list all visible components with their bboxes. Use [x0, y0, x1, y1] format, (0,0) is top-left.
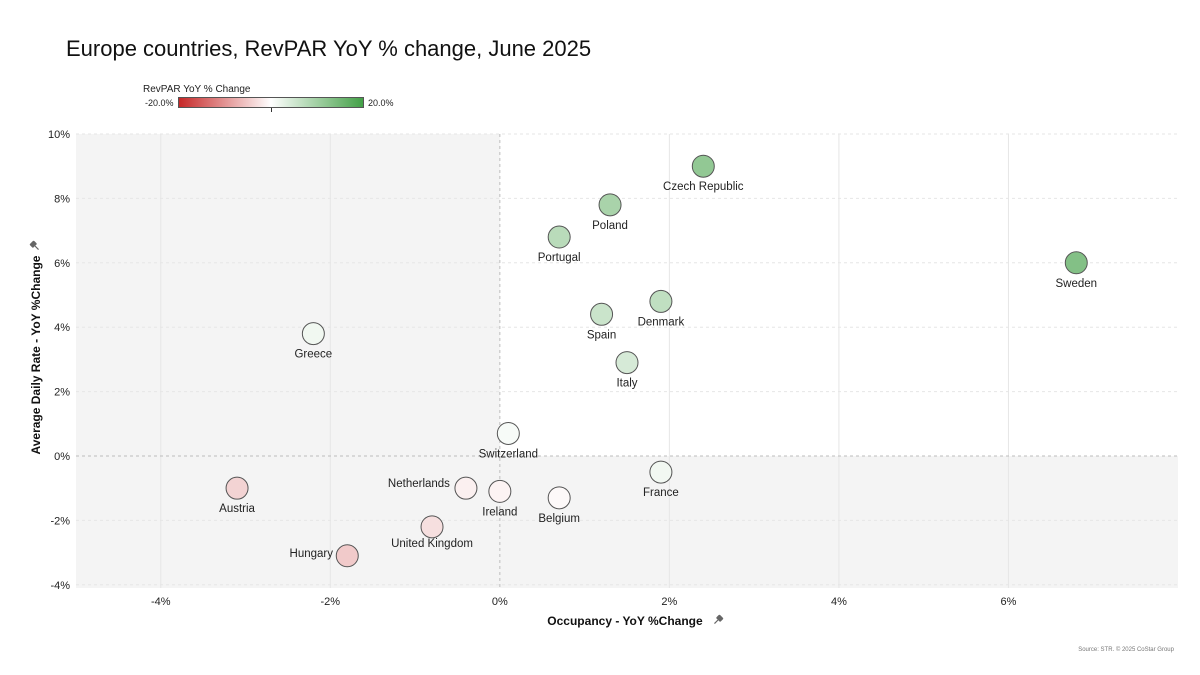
point-label: Hungary: [290, 548, 334, 560]
y-axis-title: Average Daily Rate - YoY %Change: [29, 255, 43, 454]
y-tick-label: -2%: [50, 515, 70, 527]
data-point[interactable]: [1064, 251, 1088, 275]
data-point[interactable]: [547, 225, 571, 249]
data-point[interactable]: [420, 515, 444, 539]
data-point[interactable]: [488, 479, 512, 503]
point-label: Netherlands: [388, 478, 450, 490]
x-tick-label: -2%: [321, 596, 341, 608]
y-axis-pin-icon[interactable]: [29, 240, 40, 251]
point-label: Greece: [294, 349, 332, 361]
point-label: Denmark: [638, 316, 685, 328]
y-tick-label: -4%: [50, 580, 70, 592]
source-note: Source: STR. © 2025 CoStar Group: [1078, 647, 1174, 653]
point-label: Sweden: [1055, 278, 1097, 290]
chart-title: Europe countries, RevPAR YoY % change, J…: [66, 36, 592, 61]
data-point[interactable]: [335, 544, 359, 568]
point-label: Switzerland: [479, 448, 538, 460]
point-label: France: [643, 487, 679, 499]
point-label: Czech Republic: [663, 181, 744, 193]
data-point[interactable]: [454, 476, 478, 500]
point-label: Portugal: [538, 252, 581, 264]
x-tick-label: -4%: [151, 596, 171, 608]
point-label: Ireland: [482, 506, 517, 518]
point-label: Spain: [587, 329, 616, 341]
x-tick-label: 2%: [661, 596, 677, 608]
point-label: Belgium: [538, 513, 580, 525]
y-tick-label: 8%: [54, 193, 70, 205]
legend-max-label: 20.0%: [368, 98, 394, 108]
data-point[interactable]: [691, 154, 715, 178]
legend-zero-tick: [271, 108, 272, 112]
y-tick-label: 0%: [54, 451, 70, 463]
quadrant-shade: [76, 134, 500, 456]
x-axis-pin-icon[interactable]: [712, 614, 724, 625]
data-point[interactable]: [547, 486, 571, 510]
y-tick-label: 10%: [48, 129, 70, 141]
data-point[interactable]: [496, 421, 520, 445]
data-point[interactable]: [615, 351, 639, 375]
data-point[interactable]: [590, 302, 614, 326]
point-label: Poland: [592, 220, 628, 232]
data-point[interactable]: [598, 193, 622, 217]
legend-gradient-bar: [178, 97, 364, 108]
point-label: United Kingdom: [391, 538, 473, 550]
data-point[interactable]: [301, 322, 325, 346]
point-label: Austria: [219, 503, 255, 515]
data-point[interactable]: [649, 460, 673, 484]
x-tick-label: 0%: [492, 596, 508, 608]
data-point[interactable]: [225, 476, 249, 500]
legend-min-label: -20.0%: [145, 98, 174, 108]
y-tick-label: 6%: [54, 258, 70, 270]
legend-title: RevPAR YoY % Change: [143, 84, 251, 95]
color-legend: RevPAR YoY % Change -20.0% 20.0%: [140, 84, 410, 114]
x-tick-label: 6%: [1001, 596, 1017, 608]
y-tick-label: 2%: [54, 387, 70, 399]
x-tick-label: 4%: [831, 596, 847, 608]
y-tick-label: 4%: [54, 322, 70, 334]
point-label: Italy: [616, 378, 637, 390]
data-point[interactable]: [649, 289, 673, 313]
x-axis-title: Occupancy - YoY %Change: [547, 614, 703, 628]
